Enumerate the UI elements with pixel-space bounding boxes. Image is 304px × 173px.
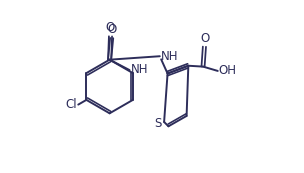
Text: S: S xyxy=(154,117,161,130)
Text: Cl: Cl xyxy=(65,98,77,111)
Text: NH: NH xyxy=(130,63,148,76)
Text: NH: NH xyxy=(161,50,178,63)
Text: O: O xyxy=(107,23,117,36)
Text: O: O xyxy=(200,32,209,45)
Text: OH: OH xyxy=(219,64,237,78)
Text: O: O xyxy=(106,21,115,34)
